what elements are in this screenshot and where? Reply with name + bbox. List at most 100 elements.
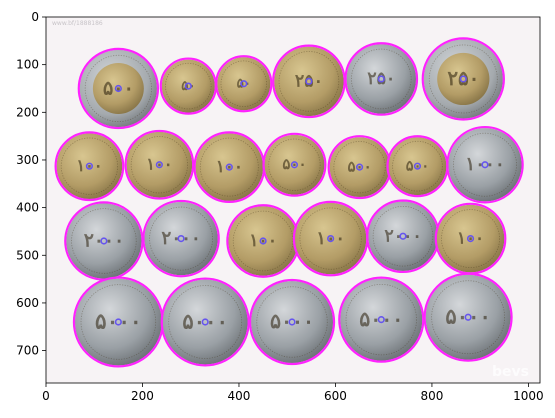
- coin-denomination: ۵۰۰: [406, 158, 429, 175]
- coin-denomination: ۵۰۰۰: [445, 305, 491, 330]
- coin-core: [92, 63, 144, 114]
- coin: ۵۰۰: [77, 47, 160, 130]
- y-tick-label: 100: [16, 58, 39, 72]
- x-tick-label: 200: [131, 389, 154, 403]
- coin-denomination: ۱۰۰: [316, 228, 345, 249]
- coin-denomination: ۲۰۰۰: [384, 226, 421, 246]
- coin-denomination: ۲۰۰۰: [84, 230, 124, 252]
- detected-center: [114, 318, 122, 326]
- coin-denomination: ۵۰۰: [103, 76, 134, 99]
- coin-body: [340, 278, 423, 361]
- coin-body: [425, 274, 511, 360]
- coin-rim-dots: [345, 283, 417, 356]
- detected-circle: [423, 272, 513, 362]
- detected-circle: [421, 37, 505, 121]
- detected-circle: [54, 131, 125, 202]
- detected-center: [466, 235, 475, 243]
- coin-body: [161, 59, 215, 113]
- coin-body: [217, 57, 271, 111]
- detected-center: [288, 318, 296, 326]
- coin-denomination: ۵۰۰: [348, 158, 372, 176]
- plot-frame: [45, 16, 541, 384]
- coin-body: [329, 137, 390, 198]
- x-tick-label: 0: [42, 389, 50, 403]
- coin: ۵۰۰: [327, 135, 392, 200]
- detected-center: [155, 161, 163, 169]
- coin-rim-dots: [299, 207, 362, 270]
- detected-circle: [248, 278, 336, 366]
- coin: ۲۵۰: [272, 44, 346, 119]
- coin: ۲۵۰: [421, 37, 505, 121]
- coin-body: [195, 133, 264, 201]
- y-tick-label: 400: [16, 201, 39, 215]
- coin-denomination: ۵۰: [181, 79, 195, 94]
- coin-rim-dots: [165, 62, 212, 110]
- coin: ۱۰۰: [292, 200, 369, 277]
- coin-body: [368, 201, 438, 271]
- coin-body: [74, 278, 162, 366]
- coin: ۱۰۰: [124, 129, 195, 200]
- detected-circle: [160, 277, 250, 367]
- coin-rim-dots: [431, 280, 506, 355]
- coin-denomination: ۵۰۰۰: [182, 309, 228, 334]
- coin-body: [264, 134, 325, 195]
- coin-body: [294, 202, 367, 275]
- x-tick-label: 800: [420, 389, 443, 403]
- detected-circle: [262, 132, 327, 197]
- coin-core: [437, 52, 490, 106]
- coin-denomination: ۱۰۰: [76, 156, 102, 175]
- detected-center: [481, 161, 489, 169]
- coin-denomination: ۱۰۰: [457, 228, 484, 248]
- detected-center: [114, 84, 122, 93]
- detected-circle: [215, 55, 273, 113]
- coin: ۲۰۰۰: [366, 199, 440, 274]
- detected-center: [377, 75, 385, 83]
- coin: ۲۵۰: [344, 42, 419, 116]
- detected-circle: [77, 47, 160, 130]
- detected-circle: [338, 276, 425, 363]
- coin-rim-dots: [80, 284, 157, 360]
- coin-rim-dots: [130, 136, 188, 194]
- coin-denomination: ۵۰۰: [282, 155, 306, 173]
- y-tick-label: 500: [16, 248, 39, 262]
- coin-rim-dots: [428, 44, 498, 114]
- detected-circle: [124, 129, 195, 200]
- detected-center: [184, 82, 192, 90]
- coin: ۵۰: [159, 57, 217, 115]
- detected-center: [459, 75, 467, 83]
- detected-center: [464, 313, 472, 321]
- detected-center: [240, 80, 248, 88]
- coin-denomination: ۲۵۰: [447, 66, 479, 90]
- coin: ۲۰۰۰: [64, 201, 144, 281]
- coin-body: [448, 128, 522, 202]
- coin-rim-dots: [372, 205, 434, 267]
- coin-body: [126, 131, 193, 198]
- detected-center: [377, 316, 385, 324]
- coin: ۵۰۰۰: [72, 276, 164, 368]
- detected-center: [100, 237, 108, 245]
- coin-body: [274, 46, 344, 117]
- coin: ۱۰۰: [226, 204, 300, 278]
- coin-rim-dots: [453, 132, 517, 197]
- watermark-top: www.bf/1888186: [52, 20, 103, 27]
- coin: ۵۰۰: [262, 132, 327, 197]
- x-axis: 0 200 400 600 800 1000: [42, 383, 544, 403]
- coin-body: [228, 206, 298, 276]
- coin-rim-dots: [278, 51, 340, 112]
- detected-center: [177, 235, 185, 243]
- coin-rim-dots: [149, 206, 214, 271]
- coin-denomination: ۵۰: [237, 77, 251, 92]
- x-tick-label: 1000: [513, 389, 544, 403]
- detected-circle: [446, 125, 524, 204]
- coin-rim-dots: [441, 209, 500, 269]
- coin-denomination: ۲۵۰: [367, 69, 395, 89]
- coin-denomination: ۵۰۰۰: [359, 307, 403, 331]
- coin: ۱۰۰۰: [446, 125, 524, 204]
- detected-center: [290, 161, 299, 169]
- coin: ۵۰۰۰: [248, 278, 336, 366]
- detected-center: [355, 163, 364, 171]
- coin-body: [346, 44, 417, 114]
- coin: ۵۰۰۰: [338, 276, 425, 363]
- coin-rim-dots: [199, 137, 259, 197]
